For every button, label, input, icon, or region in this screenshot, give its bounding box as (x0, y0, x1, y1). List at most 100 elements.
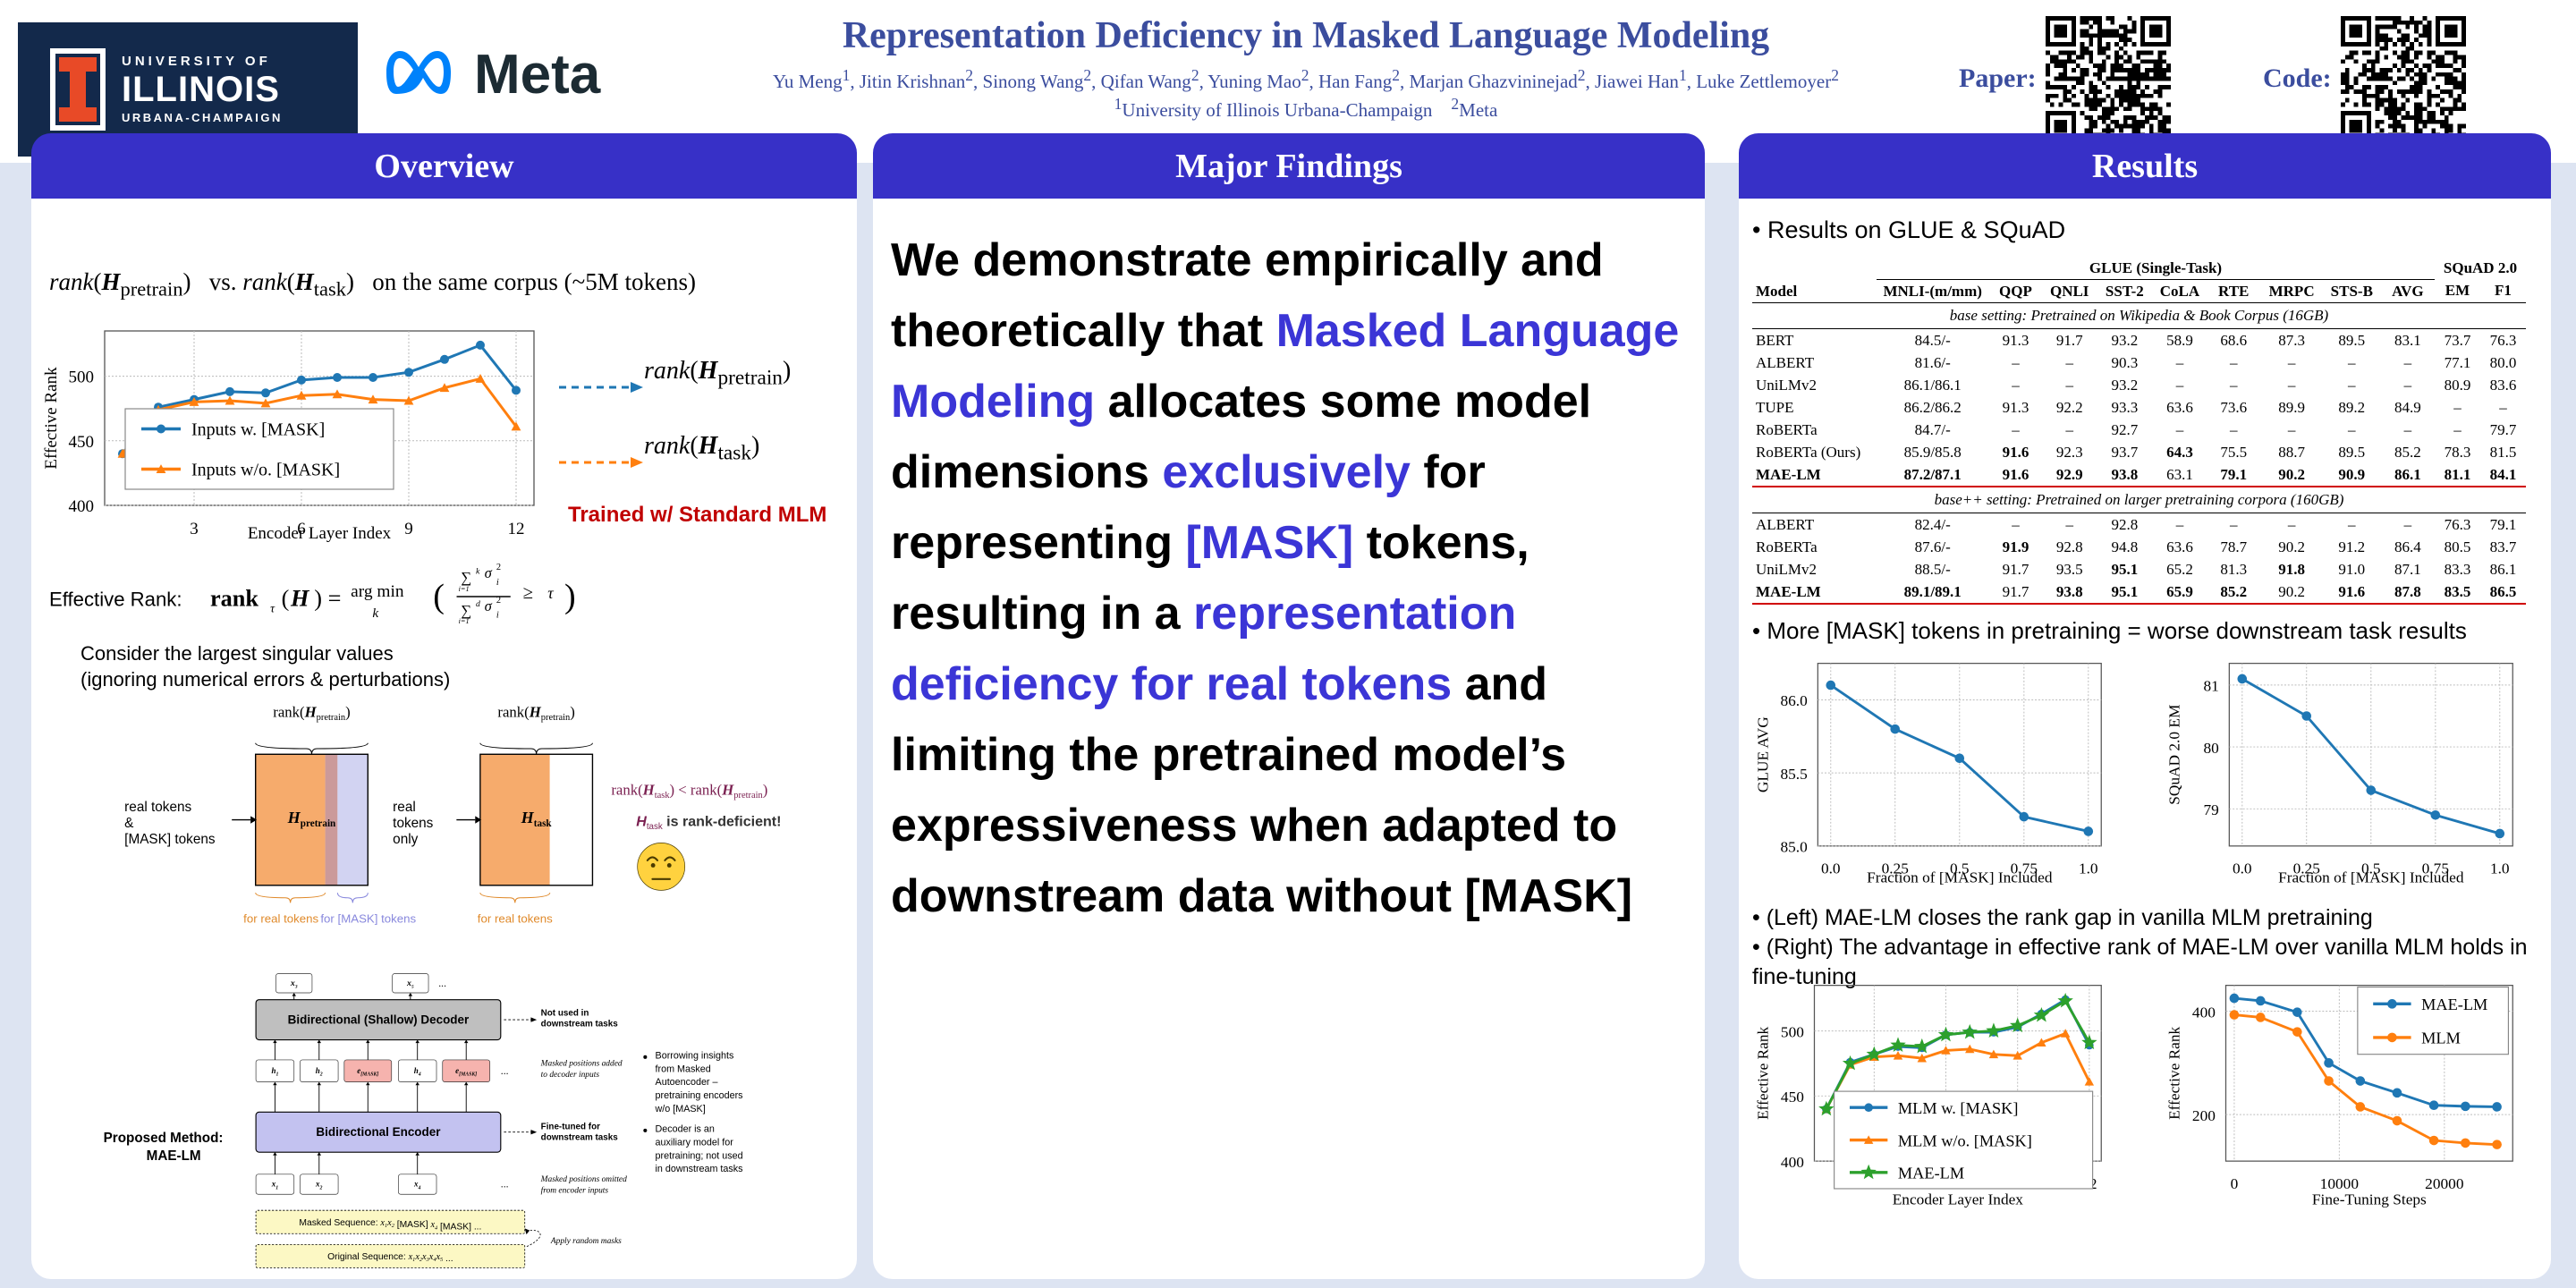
svg-text:for [MASK] tokens: for [MASK] tokens (320, 912, 416, 926)
svg-text:τ: τ (547, 584, 554, 602)
svg-text:∑: ∑ (461, 602, 471, 619)
svg-text:400: 400 (69, 497, 95, 516)
svg-text:[MASK] tokens: [MASK] tokens (124, 832, 216, 847)
svg-text:for real tokens: for real tokens (478, 912, 553, 926)
svg-text:0: 0 (2231, 1175, 2239, 1192)
svg-text:(: ( (282, 585, 290, 611)
svg-text:500: 500 (69, 369, 95, 387)
svg-text:in downstream tasks: in downstream tasks (656, 1164, 743, 1174)
svg-text:SQuAD 2.0 EM: SQuAD 2.0 EM (2165, 705, 2182, 805)
svg-text:86.0: 86.0 (1780, 692, 1807, 709)
svg-text:Autoencoder –: Autoencoder – (656, 1077, 718, 1088)
svg-text:i=1: i=1 (459, 617, 470, 625)
svg-text:from Masked: from Masked (656, 1063, 711, 1074)
svg-text:...: ... (501, 1065, 509, 1077)
svg-text:12: 12 (508, 520, 525, 538)
svg-text:400: 400 (2192, 1004, 2216, 1021)
svg-text:Fraction of [MASK] Included: Fraction of [MASK] Included (2278, 869, 2464, 886)
svg-text:Encoder Layer Index: Encoder Layer Index (1893, 1191, 2024, 1208)
svg-text:1.0: 1.0 (2079, 860, 2098, 877)
svg-text:Effective Rank:: Effective Rank: (49, 588, 182, 610)
svg-text:Effective Rank: Effective Rank (42, 367, 61, 470)
svg-text:Bidirectional Encoder: Bidirectional Encoder (316, 1125, 441, 1139)
svg-text:Inputs w/o. [MASK]: Inputs w/o. [MASK] (191, 461, 340, 480)
svg-text:): ) (564, 578, 576, 615)
svg-text:80: 80 (2203, 740, 2218, 757)
svg-text:σ: σ (485, 564, 493, 581)
svg-text:σ: σ (485, 597, 493, 614)
svg-text:rank: rank (210, 585, 258, 611)
svg-text:only: only (393, 832, 418, 847)
svg-text:GLUE AVG: GLUE AVG (1754, 716, 1771, 792)
svg-text:Not used in: Not used in (541, 1009, 589, 1019)
svg-text:Fine-tuned for: Fine-tuned for (541, 1123, 600, 1132)
svg-text:rank(Hpretrain): rank(Hpretrain) (273, 703, 350, 722)
svg-text:from encoder inputs: from encoder inputs (541, 1185, 609, 1195)
svg-text:200: 200 (2192, 1107, 2216, 1124)
svg-text:0.0: 0.0 (1821, 860, 1841, 877)
svg-text:real tokens: real tokens (124, 800, 191, 815)
svg-text:H: H (290, 585, 310, 611)
svg-text:Decoder is an: Decoder is an (656, 1124, 715, 1135)
svg-text:d: d (476, 599, 480, 609)
svg-text:pretraining encoders: pretraining encoders (656, 1090, 743, 1101)
svg-text:(: ( (433, 578, 445, 615)
svg-text:Masked positions omitted: Masked positions omitted (540, 1175, 627, 1184)
svg-text:k: k (372, 606, 378, 621)
svg-text:3: 3 (190, 520, 199, 538)
svg-text:400: 400 (1781, 1154, 1804, 1171)
svg-text:downstream tasks: downstream tasks (541, 1133, 619, 1143)
svg-text:arg min: arg min (351, 582, 404, 601)
svg-text:Proposed Method:: Proposed Method: (104, 1131, 224, 1146)
svg-text:Effective Rank: Effective Rank (2165, 1027, 2182, 1120)
svg-text:79: 79 (2203, 801, 2218, 818)
svg-text:real: real (393, 800, 416, 815)
svg-text:downstream tasks: downstream tasks (541, 1020, 619, 1030)
svg-text:2: 2 (496, 596, 501, 606)
svg-text:Fine-Tuning Steps: Fine-Tuning Steps (2312, 1191, 2427, 1208)
svg-text:Encoder Layer Index: Encoder Layer Index (248, 524, 392, 543)
svg-text:Borrowing insights: Borrowing insights (656, 1051, 734, 1062)
svg-text:9: 9 (404, 520, 413, 538)
svg-text:500: 500 (1781, 1023, 1804, 1040)
svg-text:20000: 20000 (2425, 1175, 2463, 1192)
svg-text:81: 81 (2203, 678, 2218, 695)
svg-text:Apply random masks: Apply random masks (550, 1237, 622, 1246)
svg-text:MLM: MLM (2421, 1030, 2461, 1047)
svg-text:τ: τ (270, 601, 275, 614)
svg-text:≥: ≥ (523, 583, 533, 603)
svg-text:2: 2 (496, 563, 501, 572)
svg-text:pretraining; not used: pretraining; not used (656, 1150, 743, 1161)
svg-text:MAE-LM: MAE-LM (1898, 1165, 1964, 1182)
svg-text:MAE-LM: MAE-LM (147, 1148, 201, 1164)
svg-text:rank(Htask) < rank(Hpretrain): rank(Htask) < rank(Hpretrain) (611, 782, 767, 801)
svg-text:85.5: 85.5 (1780, 766, 1807, 783)
svg-text:to decoder inputs: to decoder inputs (541, 1071, 600, 1080)
svg-text:...: ... (438, 978, 446, 989)
svg-text:10000: 10000 (2320, 1175, 2359, 1192)
svg-text:MLM w/o. [MASK]: MLM w/o. [MASK] (1898, 1131, 2032, 1149)
svg-text:rank(Hpretrain): rank(Hpretrain) (497, 703, 574, 722)
svg-text:Inputs w. [MASK]: Inputs w. [MASK] (191, 420, 325, 440)
svg-text:&: & (124, 816, 133, 831)
svg-text:Bidirectional (Shallow) Decode: Bidirectional (Shallow) Decoder (288, 1013, 470, 1027)
svg-text:∑: ∑ (461, 569, 471, 586)
svg-text:Masked positions added: Masked positions added (540, 1060, 623, 1069)
svg-text:450: 450 (69, 433, 95, 452)
svg-text:) =: ) = (314, 585, 341, 611)
svg-text:0.0: 0.0 (2233, 860, 2252, 877)
svg-text:...: ... (501, 1179, 509, 1191)
svg-text:MLM w. [MASK]: MLM w. [MASK] (1898, 1099, 2019, 1117)
svg-text:i: i (496, 611, 499, 621)
svg-text:i=1: i=1 (459, 585, 470, 593)
svg-text:85.0: 85.0 (1780, 839, 1807, 856)
svg-text:w/o [MASK]: w/o [MASK] (655, 1104, 706, 1114)
svg-text:tokens: tokens (393, 816, 433, 831)
svg-text:k: k (476, 566, 480, 576)
svg-text:Effective Rank: Effective Rank (1754, 1027, 1771, 1120)
svg-text:Fraction of [MASK] Included: Fraction of [MASK] Included (1867, 869, 2053, 886)
svg-text:MAE-LM: MAE-LM (2421, 996, 2487, 1013)
svg-text:i: i (496, 578, 499, 588)
svg-text:for real tokens: for real tokens (243, 912, 318, 926)
svg-text:auxiliary model for: auxiliary model for (656, 1138, 734, 1148)
